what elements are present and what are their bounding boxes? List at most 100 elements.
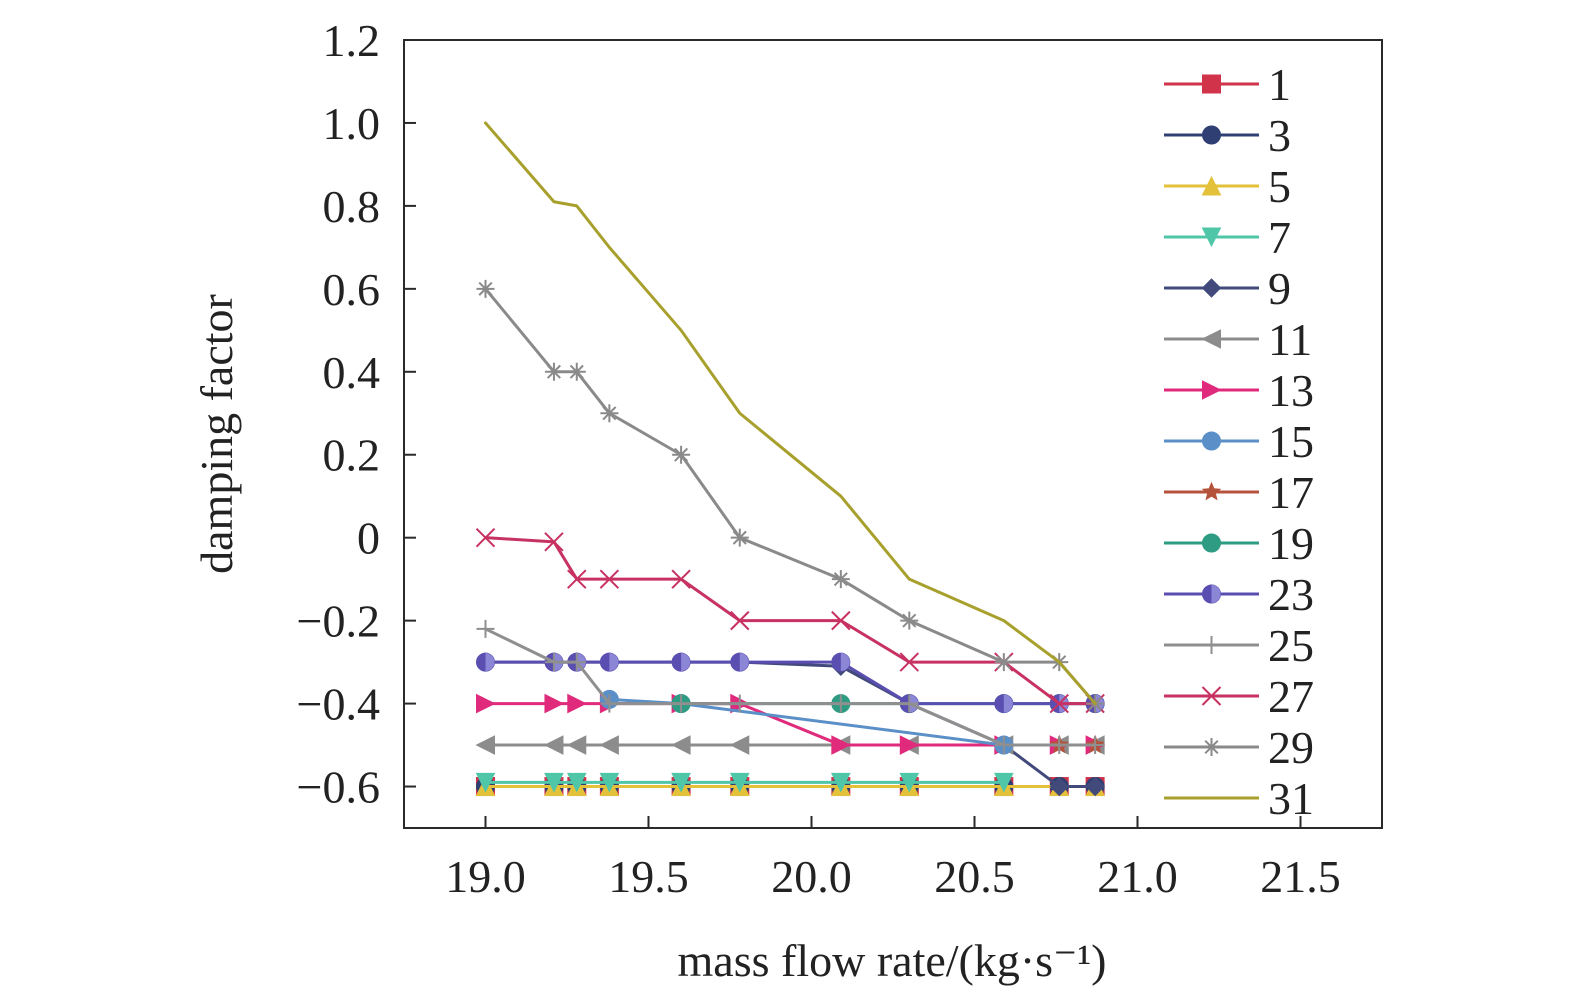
series-point-29-0 xyxy=(476,279,495,298)
y-tick-label-1: 1.0 xyxy=(323,98,381,149)
series-point-29-5 xyxy=(730,528,749,547)
legend-label-11: 11 xyxy=(1268,314,1312,365)
legend-label-31: 31 xyxy=(1268,773,1314,824)
legend-marker-23 xyxy=(1202,584,1221,604)
x-axis-label: mass flow rate/(kg·s⁻¹) xyxy=(678,935,1107,986)
legend-item-25: 25 xyxy=(1164,620,1314,671)
series-point-27-2 xyxy=(567,569,587,589)
series-point-13-0 xyxy=(476,693,496,714)
series-point-13-7 xyxy=(899,735,920,755)
legend-label-7: 7 xyxy=(1268,212,1291,263)
series-point-29-1 xyxy=(544,362,563,381)
legend-item-23: 23 xyxy=(1164,569,1314,620)
series-point-13-1 xyxy=(544,693,565,714)
legend-marker-13 xyxy=(1202,380,1222,400)
series-point-23-0-half xyxy=(485,653,495,672)
y-tick-label-3: 0.6 xyxy=(323,264,381,315)
legend-marker-3 xyxy=(1202,125,1221,145)
legend-item-5: 5 xyxy=(1164,161,1291,212)
series-point-27-9 xyxy=(1049,693,1069,714)
series-point-27-0 xyxy=(475,527,496,548)
legend-marker-15 xyxy=(1202,431,1221,451)
series-point-23-4 xyxy=(671,652,691,672)
legend-label-5: 5 xyxy=(1268,161,1291,212)
series-point-25-3 xyxy=(600,694,619,713)
series-point-25-10 xyxy=(1086,736,1105,755)
series-point-27-1 xyxy=(544,532,564,552)
series-point-13-2 xyxy=(567,693,587,714)
series-line-25 xyxy=(484,627,1097,747)
legend-item-29: 29 xyxy=(1164,722,1314,773)
x-tick-label-5: 21.5 xyxy=(1260,851,1341,902)
series-point-25-7 xyxy=(900,694,919,713)
series-point-9-9 xyxy=(1049,776,1069,797)
x-tick-label-1: 19.5 xyxy=(608,851,689,902)
legend-marker-5 xyxy=(1201,175,1222,196)
legend-marker-25 xyxy=(1202,636,1221,654)
legend-label-19: 19 xyxy=(1268,518,1314,569)
series-point-23-5-half xyxy=(739,653,749,672)
series-25 xyxy=(476,619,1105,755)
legend-item-15: 15 xyxy=(1164,416,1314,467)
series-point-7-8 xyxy=(994,772,1014,793)
series-point-23-6-half xyxy=(840,653,850,672)
series-line-31 xyxy=(484,121,1097,706)
plot-frame xyxy=(403,39,1383,829)
series-point-25-5 xyxy=(730,694,749,713)
series-point-7-3 xyxy=(599,772,620,793)
legend-item-13: 13 xyxy=(1164,365,1314,416)
series-7 xyxy=(475,772,1014,793)
series-point-23-8-half xyxy=(1003,694,1013,713)
series-point-25-4 xyxy=(672,694,691,713)
series-point-27-3 xyxy=(599,569,620,589)
series-point-25-6 xyxy=(831,694,850,713)
series-point-7-4 xyxy=(671,772,691,793)
series-27 xyxy=(475,527,1105,714)
series-29 xyxy=(476,279,1105,713)
series-point-23-3-half xyxy=(609,653,619,672)
legend-item-17: 17 xyxy=(1164,467,1314,518)
legend-item-7: 7 xyxy=(1164,212,1291,263)
y-tick-label-9: −0.6 xyxy=(297,762,380,813)
series-point-27-4 xyxy=(671,569,691,589)
series-point-7-2 xyxy=(566,772,587,793)
legend-label-25: 25 xyxy=(1268,620,1314,671)
series-point-9-10 xyxy=(1085,776,1105,797)
series-line-15 xyxy=(607,697,1006,747)
legend-marker-23-half xyxy=(1211,585,1221,603)
legend-label-27: 27 xyxy=(1268,671,1314,722)
series-point-23-8 xyxy=(994,694,1014,714)
x-tick-label-3: 20.5 xyxy=(934,851,1015,902)
series-point-25-8 xyxy=(994,736,1013,755)
series-point-11-2 xyxy=(566,735,587,755)
series-point-23-3 xyxy=(599,652,619,672)
series-point-7-0 xyxy=(475,772,496,793)
y-tick-label-5: 0.2 xyxy=(323,430,381,481)
legend-marker-27 xyxy=(1201,686,1222,706)
series-point-11-3 xyxy=(599,735,619,755)
series-point-25-2 xyxy=(567,653,586,672)
series-point-29-8 xyxy=(994,653,1013,672)
legend-item-11: 11 xyxy=(1164,314,1312,365)
legend-item-3: 3 xyxy=(1164,110,1291,161)
series-point-29-2 xyxy=(567,362,586,381)
series-point-27-5 xyxy=(730,610,750,631)
series-point-29-3 xyxy=(600,404,619,423)
legend-label-17: 17 xyxy=(1268,467,1314,518)
series-point-11-1 xyxy=(543,735,564,755)
series-point-27-7 xyxy=(899,652,920,672)
y-tick-label-8: −0.4 xyxy=(297,679,380,730)
series-point-11-4 xyxy=(670,735,691,755)
y-axis-label: damping factor xyxy=(191,294,242,574)
y-tick-label-4: 0.4 xyxy=(323,347,381,398)
y-tick-label-0: 1.2 xyxy=(323,15,381,66)
legend-label-13: 13 xyxy=(1268,365,1314,416)
series-point-25-9 xyxy=(1050,736,1069,755)
legend-label-23: 23 xyxy=(1268,569,1314,620)
x-tick-label-4: 21.0 xyxy=(1097,851,1178,902)
legend-label-3: 3 xyxy=(1268,110,1291,161)
series-point-23-0 xyxy=(476,652,495,672)
series-point-23-6 xyxy=(831,652,851,672)
